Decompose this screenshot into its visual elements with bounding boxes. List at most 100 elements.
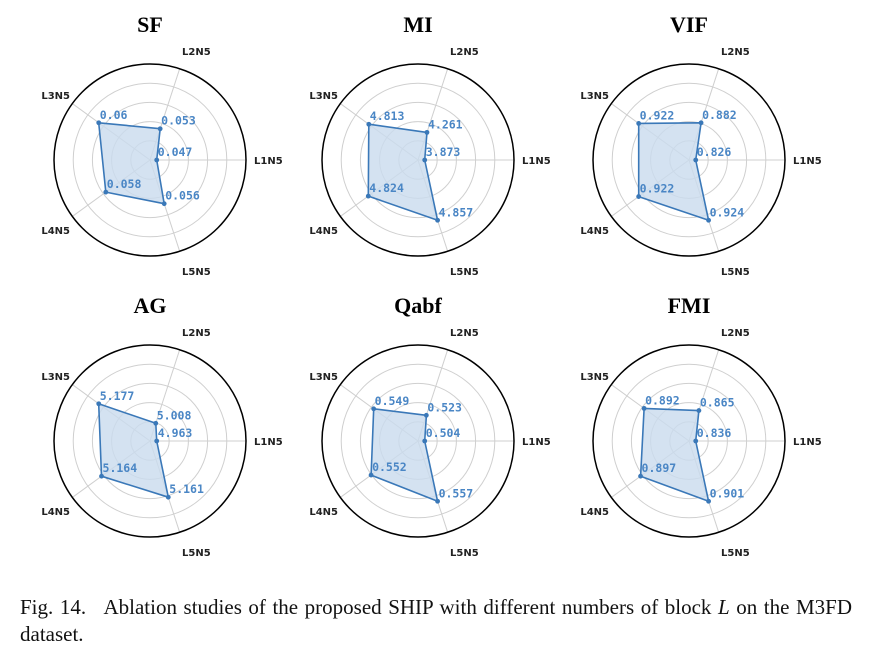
axis-label-l3n5: L3N5 <box>41 372 70 383</box>
value-label-l4n5: 5.164 <box>103 461 138 475</box>
outer-frame <box>321 344 515 538</box>
value-label-l5n5: 0.924 <box>710 205 745 219</box>
value-label-l4n5: 4.824 <box>369 181 404 195</box>
data-point-l4n5 <box>636 194 642 199</box>
value-label-l3n5: 0.549 <box>375 394 410 408</box>
value-label-l3n5: 0.922 <box>640 108 675 122</box>
radar-charts-figure: SF 0.047 0.053 0.06 0.058 0.056 L1N5 L2N5 L3N5 L4… <box>41 12 821 559</box>
axis-label-l3n5: L3N5 <box>580 91 609 102</box>
axis-label-l3n5: L3N5 <box>41 91 70 102</box>
data-point-l3n5 <box>96 401 102 407</box>
data-point-l2n5 <box>153 420 159 426</box>
value-label-l2n5: 0.053 <box>161 114 196 128</box>
radar-chart-fmi: FMI 0.836 0.865 0.892 0.897 0.901 L1N5 L2N5 L3N5… <box>580 293 821 559</box>
data-point-l1n5 <box>693 438 699 444</box>
outer-frame <box>53 63 247 257</box>
caption-variable: L <box>717 595 730 619</box>
value-label-l1n5: 4.963 <box>158 426 193 440</box>
outer-frame <box>321 63 515 257</box>
outer-frame <box>592 63 786 257</box>
data-point-l2n5 <box>696 408 702 413</box>
axis-label-l5n5: L5N5 <box>450 548 479 559</box>
value-label-l5n5: 4.857 <box>439 205 474 219</box>
axis-label-l3n5: L3N5 <box>309 91 338 102</box>
data-polygon <box>367 123 439 222</box>
caption-label: Fig. 14. <box>20 595 87 619</box>
axis-label-l1n5: L1N5 <box>254 437 283 448</box>
data-point-l3n5 <box>366 121 372 127</box>
axis-label-l3n5: L3N5 <box>580 372 609 383</box>
data-point-l3n5 <box>641 405 647 411</box>
value-label-l1n5: 0.836 <box>697 426 732 440</box>
data-point-l2n5 <box>698 120 704 126</box>
data-polygon <box>639 407 710 503</box>
value-label-l5n5: 0.557 <box>439 486 474 500</box>
axis-label-l4n5: L4N5 <box>41 507 70 518</box>
data-point-l1n5 <box>693 157 699 163</box>
axis-label-l5n5: L5N5 <box>450 267 479 278</box>
value-label-l2n5: 0.523 <box>427 400 462 414</box>
data-point-l3n5 <box>371 406 377 412</box>
data-point-l5n5 <box>435 498 440 504</box>
chart-title: Qabf <box>394 293 442 318</box>
axis-label-l4n5: L4N5 <box>580 226 609 237</box>
outer-frame <box>53 344 247 538</box>
value-label-l5n5: 0.056 <box>165 189 200 203</box>
axis-label-l1n5: L1N5 <box>793 156 822 167</box>
value-label-l5n5: 5.161 <box>169 482 204 496</box>
data-point-l5n5 <box>165 494 171 500</box>
axis-label-l2n5: L2N5 <box>182 328 211 339</box>
axis-label-l4n5: L4N5 <box>309 226 338 237</box>
data-point-l4n5 <box>99 473 104 479</box>
value-label-l3n5: 0.06 <box>100 108 128 122</box>
axis-label-l4n5: L4N5 <box>41 226 70 237</box>
value-label-l4n5: 0.897 <box>642 461 677 475</box>
data-point-l5n5 <box>161 201 167 207</box>
value-label-l1n5: 0.504 <box>426 426 461 440</box>
outer-frame <box>592 344 786 538</box>
axis-label-l5n5: L5N5 <box>182 267 211 278</box>
axis-label-l4n5: L4N5 <box>309 507 338 518</box>
value-label-l2n5: 5.008 <box>157 408 192 422</box>
data-polygon <box>97 402 170 499</box>
value-label-l3n5: 0.892 <box>645 393 680 407</box>
chart-title: MI <box>403 12 432 37</box>
axis-label-l3n5: L3N5 <box>309 372 338 383</box>
axis-label-l1n5: L1N5 <box>254 156 283 167</box>
axis-label-l2n5: L2N5 <box>721 328 750 339</box>
axis-label-l1n5: L1N5 <box>522 156 551 167</box>
chart-title: VIF <box>670 12 708 37</box>
radar-chart-sf: SF 0.047 0.053 0.06 0.058 0.056 L1N5 L2N5 L3N5 L4… <box>41 12 282 278</box>
figure-caption: Fig. 14. Ablation studies of the propose… <box>20 594 852 648</box>
data-point-l5n5 <box>706 498 711 504</box>
data-point-l5n5 <box>435 217 440 223</box>
data-polygon <box>97 122 165 205</box>
radar-chart-ag: AG 4.963 5.008 5.177 5.164 5.161 L1N5 L2N5 L3N5 L… <box>41 293 282 559</box>
data-polygon <box>370 407 439 503</box>
value-label-l2n5: 4.261 <box>428 117 463 131</box>
caption-text: Ablation studies of the proposed SHIP wi… <box>103 595 718 619</box>
data-point-l2n5 <box>424 129 430 135</box>
data-polygon <box>637 122 710 222</box>
axis-label-l5n5: L5N5 <box>721 548 750 559</box>
axis-label-l4n5: L4N5 <box>580 507 609 518</box>
value-label-l3n5: 5.177 <box>100 389 135 403</box>
radar-chart-mi: MI 3.873 4.261 4.813 4.824 4.857 L1N5 L2N5 L3N5 L… <box>309 12 550 278</box>
value-label-l4n5: 0.552 <box>372 460 407 474</box>
value-label-l1n5: 0.826 <box>697 145 732 159</box>
data-point-l1n5 <box>154 157 160 163</box>
caption-suffix: on the M3FD dataset. <box>20 595 853 646</box>
value-label-l3n5: 4.813 <box>370 109 405 123</box>
axis-label-l2n5: L2N5 <box>721 47 750 58</box>
value-label-l5n5: 0.901 <box>710 486 745 500</box>
data-point-l3n5 <box>636 121 642 126</box>
axis-label-l2n5: L2N5 <box>182 47 211 58</box>
radar-chart-qabf: Qabf 0.504 0.523 0.549 0.552 0.557 L1N5 L2N5 L3N… <box>309 293 550 559</box>
data-point-l1n5 <box>422 438 428 444</box>
data-point-l4n5 <box>365 193 371 199</box>
radar-chart-vif: VIF 0.826 0.882 0.922 0.922 0.924 L1N5 L2N5 L3N5… <box>580 12 821 278</box>
data-point-l5n5 <box>706 217 711 223</box>
axis-label-l2n5: L2N5 <box>450 328 479 339</box>
data-point-l4n5 <box>103 189 109 195</box>
value-label-l2n5: 0.865 <box>700 396 735 410</box>
